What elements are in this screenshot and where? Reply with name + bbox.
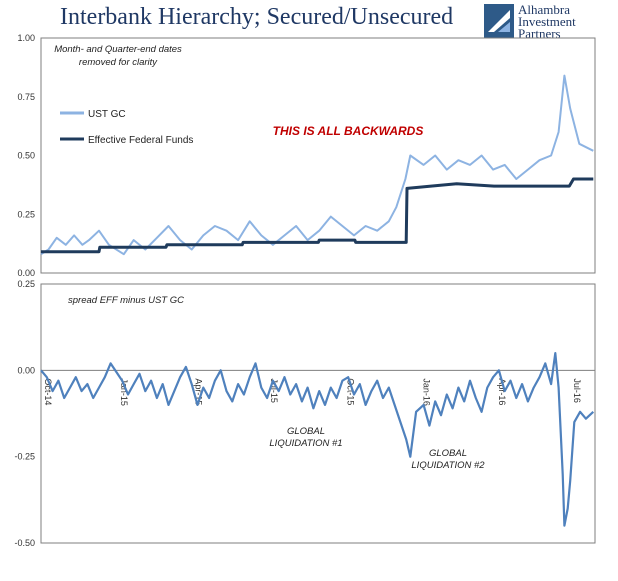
- top-y-tick-label-2: 0.50: [17, 151, 35, 161]
- logo-line-3: Partners: [518, 26, 561, 41]
- bottom-series-lines: [40, 352, 595, 527]
- bottom-y-tick-label-0: 0.25: [17, 279, 35, 289]
- bottom-y-tick-label-3: -0.50: [14, 538, 35, 548]
- legend-label-eff: Effective Federal Funds: [88, 135, 193, 146]
- bottom-panel-frame: [40, 283, 596, 544]
- liquidation-2-line-2: LIQUIDATION #2: [411, 460, 485, 471]
- top-panel-frame: [40, 37, 596, 274]
- top-y-tick-label-3: 0.25: [17, 209, 35, 219]
- bottom-y-tick-label-1: 0.00: [17, 365, 35, 375]
- bottom-y-tick-label-2: -0.25: [14, 452, 35, 462]
- x-axis: Oct-14 Jan-15 Apr-15 Jul-15 Oct-15 Jan-16 Apr-…: [43, 378, 582, 406]
- logo-line-2: Investment: [518, 14, 576, 29]
- liquidation-2-line-1: GLOBAL: [429, 448, 467, 459]
- liquidation-1-line-2: LIQUIDATION #1: [269, 438, 342, 449]
- x-tick-label-4: Oct-15: [345, 378, 355, 405]
- bottom-note: spread EFF minus UST GC: [68, 295, 184, 306]
- logo-mark-icon: [484, 4, 514, 38]
- series-line-ust-gc: [40, 74, 594, 256]
- top-note-line-1: Month- and Quarter-end dates: [54, 44, 182, 55]
- x-tick-label-7: Jul-16: [572, 378, 582, 403]
- x-tick-label-6: Apr-16: [497, 378, 507, 405]
- liquidation-1-line-1: GLOBAL: [287, 426, 325, 437]
- chart-title: Interbank Hierarchy; Secured/Unsecured: [60, 4, 454, 30]
- top-y-tick-label-0: 1.00: [17, 33, 35, 43]
- series-line-eff: [41, 177, 594, 254]
- top-y-axis: 1.00 0.75 0.50 0.25 0.00: [17, 33, 35, 278]
- top-series-lines: [40, 74, 594, 256]
- x-tick-label-0: Oct-14: [43, 378, 53, 405]
- top-y-tick-label-1: 0.75: [17, 92, 35, 102]
- x-tick-label-5: Jan-16: [421, 378, 431, 406]
- top-y-tick-label-4: 0.00: [17, 268, 35, 278]
- logo: Alhambra Investment Partners: [484, 2, 614, 41]
- legend-label-ust-gc: UST GC: [88, 109, 126, 120]
- x-tick-label-3: Jul-15: [269, 378, 279, 403]
- x-tick-label-2: Apr-15: [194, 378, 204, 405]
- callout-text: THIS IS ALL BACKWARDS: [273, 124, 424, 138]
- logo-line-1: Alhambra: [518, 2, 570, 17]
- x-tick-label-1: Jan-15: [119, 378, 129, 406]
- top-note-line-2: removed for clarity: [79, 57, 158, 68]
- bottom-y-axis: 0.25 0.00 -0.25 -0.50: [14, 279, 595, 548]
- series-line-spread: [40, 352, 595, 527]
